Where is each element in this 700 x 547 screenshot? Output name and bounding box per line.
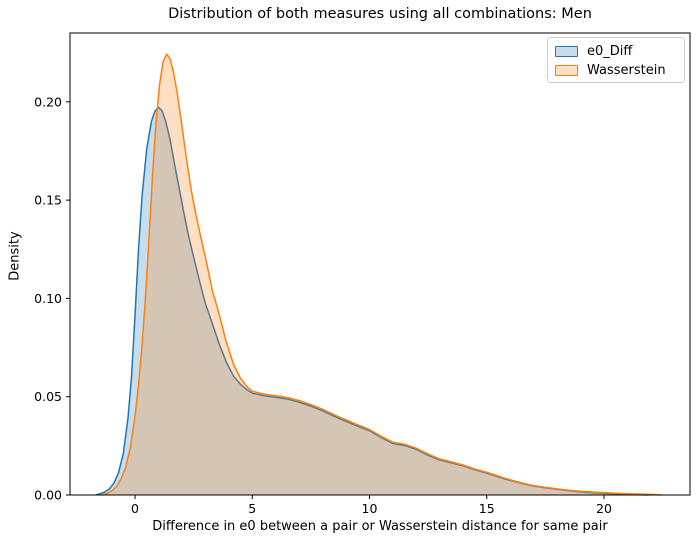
x-tick-label: 10 <box>362 501 378 516</box>
x-tick-label: 0 <box>131 501 139 516</box>
axes-spines <box>69 32 691 496</box>
legend-item-wasserstein: Wasserstein <box>555 61 684 80</box>
x-tick-label: 5 <box>248 501 256 516</box>
legend-swatch-e0diff <box>555 46 578 57</box>
x-axis-label: Difference in e0 between a pair or Wasse… <box>152 519 608 534</box>
y-tick-label: 0.10 <box>34 291 62 306</box>
density-curve-Wasserstein <box>101 53 662 496</box>
legend-item-e0diff: e0_Diff <box>555 42 684 61</box>
x-tick-label: 15 <box>479 501 495 516</box>
y-tick-label: 0.00 <box>34 488 62 503</box>
density-area-Wasserstein <box>101 54 662 495</box>
y-axis-label: Density <box>7 231 23 281</box>
x-tick-label: 20 <box>596 501 612 516</box>
y-tick-label: 0.20 <box>34 94 62 109</box>
legend: e0_Diff Wasserstein <box>547 37 685 83</box>
chart-title: Distribution of both measures using all … <box>168 6 592 22</box>
legend-label-e0diff: e0_Diff <box>587 44 633 59</box>
y-tick-label: 0.15 <box>34 193 62 208</box>
density-area-e0_Diff <box>95 107 649 495</box>
legend-label-wasserstein: Wasserstein <box>587 63 666 78</box>
y-tick-label: 0.05 <box>34 389 62 404</box>
legend-swatch-wasserstein <box>555 65 578 76</box>
